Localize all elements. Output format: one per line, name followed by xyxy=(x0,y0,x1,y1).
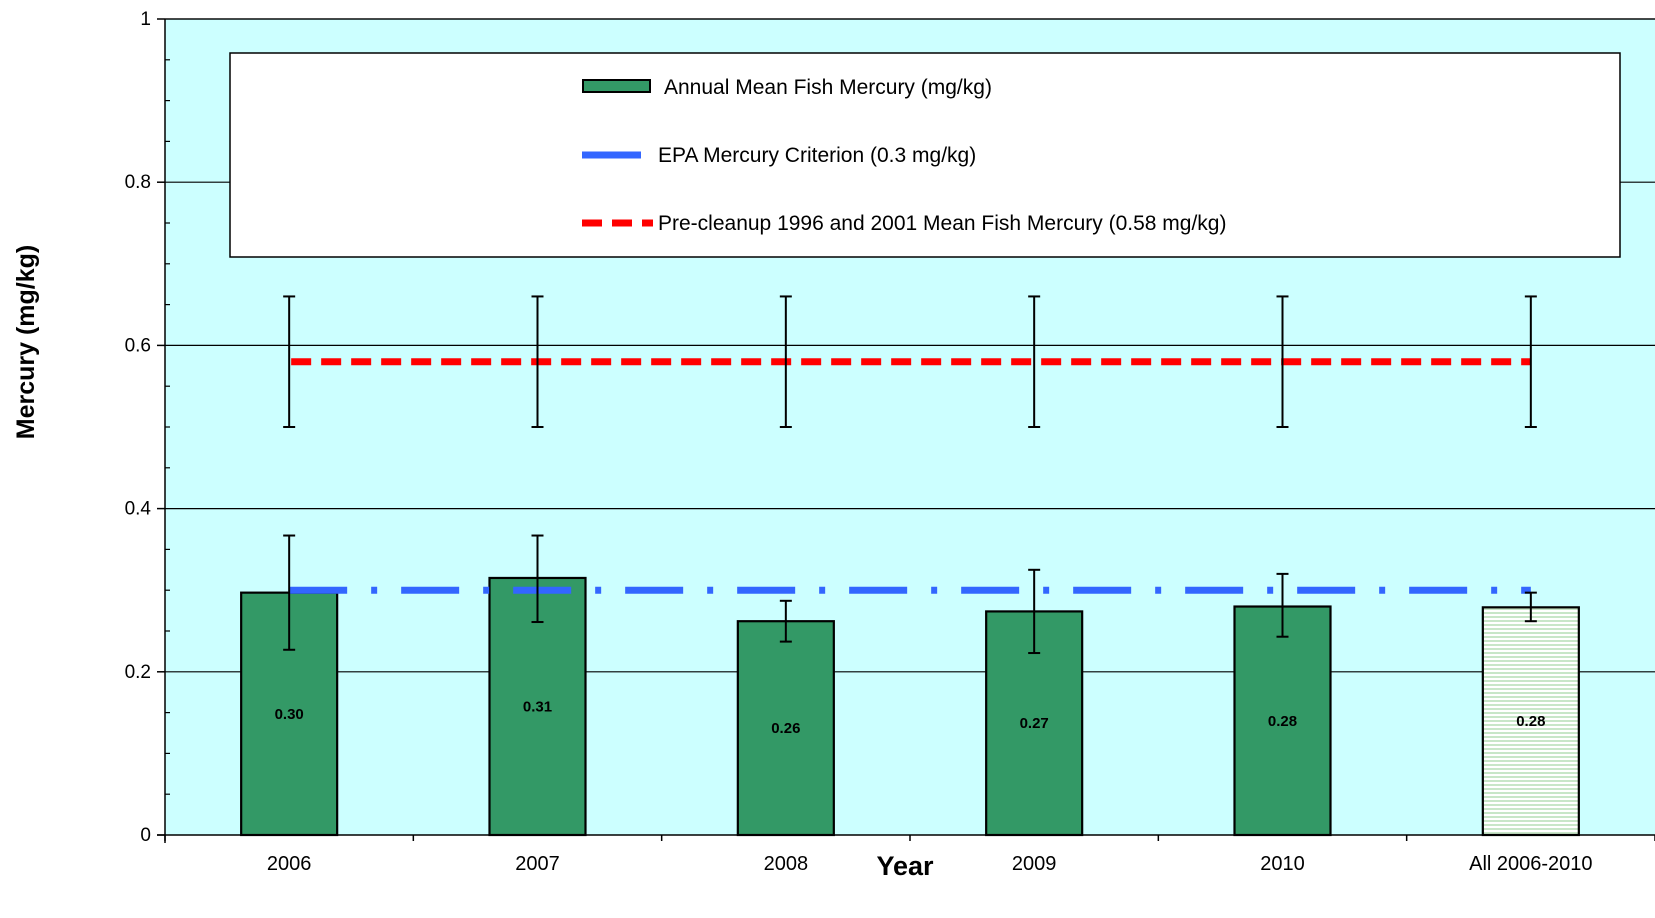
x-tick-label: 2008 xyxy=(764,853,809,875)
y-tick-label: 0.6 xyxy=(125,335,151,356)
axes xyxy=(157,18,1655,843)
x-tick-label: 2010 xyxy=(1260,853,1305,875)
y-tick-label: 0.2 xyxy=(125,662,151,683)
y-tick-label: 0.4 xyxy=(125,499,152,520)
y-axis-title: Mercury (mg/kg) xyxy=(12,245,40,439)
bar-value-label-5: 0.28 xyxy=(1268,713,1297,730)
y-tick-labels: 0 0.2 0.4 0.6 0.8 1 xyxy=(125,9,152,846)
precleanup-error-5 xyxy=(1276,295,1289,428)
bar-error-6 xyxy=(1524,591,1537,623)
precleanup-error-3 xyxy=(779,295,792,428)
x-axis-title: Year xyxy=(876,851,934,881)
bar-value-label-2: 0.31 xyxy=(523,698,552,715)
x-tick-labels: 2006 2007 2008 2009 2010 All 2006-2010 xyxy=(267,853,1593,875)
reference-lines xyxy=(289,358,1531,594)
precleanup-error-6 xyxy=(1524,295,1537,428)
bar-3 xyxy=(736,620,835,837)
x-tick-label: 2007 xyxy=(515,853,560,875)
bar-value-label-4: 0.27 xyxy=(1020,715,1049,732)
legend-label-epa-criterion: EPA Mercury Criterion (0.3 mg/kg) xyxy=(658,144,976,167)
bar-5 xyxy=(1233,605,1332,837)
legend-label-annual-mean: Annual Mean Fish Mercury (mg/kg) xyxy=(664,76,992,99)
y-tick-label: 0.8 xyxy=(125,172,151,193)
bar-error-4 xyxy=(1028,568,1041,655)
error-bars xyxy=(283,295,1537,655)
bar-error-1 xyxy=(283,534,296,651)
bar-4 xyxy=(985,610,1084,837)
bar-error-2 xyxy=(531,534,544,624)
y-tick-label: 0 xyxy=(140,825,151,846)
precleanup-error-4 xyxy=(1028,295,1041,428)
precleanup-error-1 xyxy=(283,295,296,428)
bar-labels: 0.30 0.31 0.26 0.27 0.28 0.28 xyxy=(275,698,1546,737)
x-tick-label: All 2006-2010 xyxy=(1469,853,1592,875)
bar-value-label-3: 0.26 xyxy=(771,720,800,737)
legend: Annual Mean Fish Mercury (mg/kg) EPA Mer… xyxy=(229,52,1621,258)
bar-value-label-6: 0.28 xyxy=(1516,713,1545,730)
y-tick-label: 1 xyxy=(140,9,151,30)
x-tick-label: 2009 xyxy=(1012,853,1057,875)
precleanup-error-2 xyxy=(531,295,544,428)
legend-label-precleanup-mean: Pre-cleanup 1996 and 2001 Mean Fish Merc… xyxy=(658,212,1226,235)
legend-box xyxy=(229,52,1621,258)
bar-error-5 xyxy=(1276,572,1289,638)
bar-value-label-1: 0.30 xyxy=(275,706,304,723)
bar-error-3 xyxy=(779,599,792,643)
legend-swatch-bar xyxy=(582,79,651,93)
x-tick-label: 2006 xyxy=(267,853,312,875)
